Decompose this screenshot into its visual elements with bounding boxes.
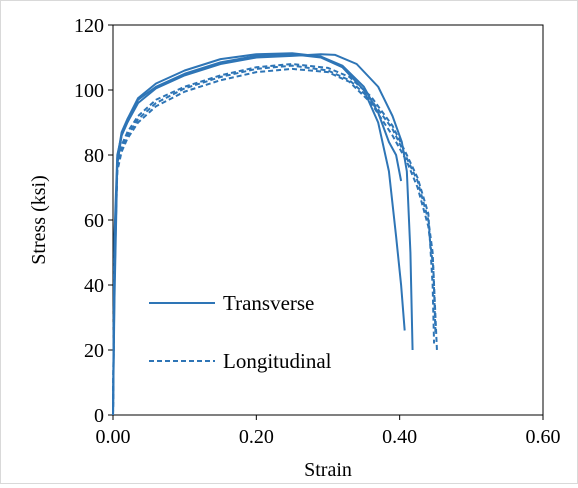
y-tick-label: 60 — [84, 210, 104, 232]
series-group — [112, 52, 438, 416]
y-tick-label: 80 — [84, 145, 104, 167]
x-axis-label: Strain — [304, 459, 352, 481]
series-line-transverse-3 — [112, 53, 414, 416]
y-tick-label: 120 — [74, 15, 104, 37]
x-tick-label: 0.60 — [526, 426, 561, 448]
series-line-longitudinal-4 — [112, 64, 438, 416]
x-axis-ticks: 0.00 0.20 0.40 0.60 — [96, 415, 561, 448]
y-tick-label: 40 — [84, 275, 104, 297]
y-tick-label: 20 — [84, 340, 104, 362]
series-line-longitudinal-5 — [112, 67, 437, 416]
series-line-longitudinal-6 — [112, 63, 436, 416]
y-tick-label: 0 — [94, 405, 104, 427]
x-tick-label: 0.40 — [382, 426, 417, 448]
x-tick-label: 0.20 — [239, 426, 274, 448]
y-axis-ticks: 0 20 40 60 80 100 120 — [74, 15, 113, 427]
legend-label-longitudinal: Longitudinal — [223, 349, 332, 373]
x-tick-label: 0.00 — [96, 426, 131, 448]
legend-label-transverse: Transverse — [223, 291, 314, 315]
legend: Transverse Longitudinal — [149, 291, 332, 373]
y-axis-label: Stress (ksi) — [28, 175, 50, 264]
y-tick-label: 100 — [74, 80, 104, 102]
